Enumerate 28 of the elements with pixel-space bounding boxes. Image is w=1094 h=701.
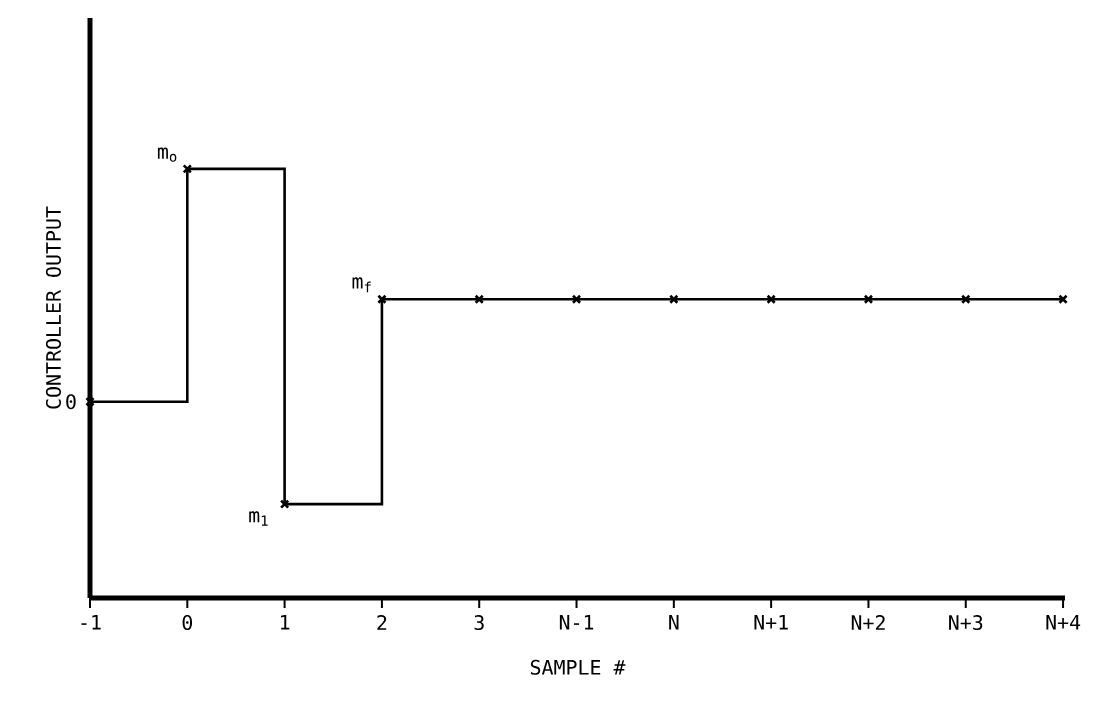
point [377, 294, 387, 305]
point [1058, 294, 1068, 305]
point [474, 294, 485, 305]
x-tick-label: 0 [182, 614, 193, 631]
point [863, 294, 874, 305]
x-tick-label: 1 [281, 615, 290, 630]
point [279, 499, 290, 509]
x-tick-label: N+1 [754, 615, 788, 630]
annotation: 0 [66, 394, 76, 410]
annotation: m$_{f}$ [352, 277, 371, 293]
x-tick-label: N-1 [559, 615, 594, 630]
y-axis-title: CONTROLLER OUTPUT [45, 206, 61, 409]
point [669, 294, 679, 305]
x-tick-label: N+2 [851, 614, 885, 630]
point [571, 294, 582, 305]
point [960, 294, 971, 305]
x-tick-label: N+4 [1046, 615, 1081, 630]
point [85, 396, 95, 407]
annotation: m$_{o}$ [157, 147, 177, 162]
x-tick-label: -1 [81, 615, 101, 630]
point [182, 164, 193, 174]
x-tick-label: N+3 [949, 614, 983, 631]
x-axis-title: SAMPLE # [530, 659, 626, 675]
x-tick-label: 3 [474, 614, 484, 631]
x-tick-label: 2 [377, 614, 387, 630]
annotation: m$_{1}$ [249, 511, 268, 526]
x-tick-label: N [669, 615, 679, 630]
point [766, 294, 776, 305]
